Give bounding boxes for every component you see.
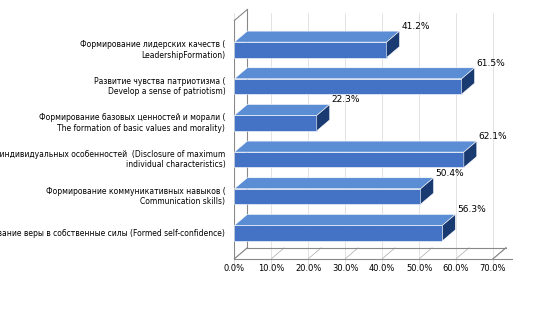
Polygon shape — [234, 42, 387, 58]
Polygon shape — [234, 215, 455, 225]
Polygon shape — [234, 104, 330, 115]
Polygon shape — [461, 68, 474, 94]
Polygon shape — [234, 79, 461, 94]
Text: 30.0%: 30.0% — [332, 264, 358, 273]
Polygon shape — [442, 215, 455, 241]
Polygon shape — [464, 141, 477, 167]
Text: 50.0%: 50.0% — [406, 264, 432, 273]
Text: 70.0%: 70.0% — [480, 264, 506, 273]
Text: 56.3%: 56.3% — [457, 205, 486, 215]
Text: 22.3%: 22.3% — [331, 95, 360, 104]
Polygon shape — [234, 31, 400, 42]
Polygon shape — [234, 115, 317, 131]
Polygon shape — [387, 31, 400, 58]
Text: 61.5%: 61.5% — [477, 59, 505, 68]
Text: 41.2%: 41.2% — [401, 22, 430, 31]
Text: 40.0%: 40.0% — [369, 264, 396, 273]
Polygon shape — [234, 178, 434, 189]
Text: 20.0%: 20.0% — [295, 264, 321, 273]
Polygon shape — [234, 68, 474, 79]
Polygon shape — [421, 178, 434, 204]
Polygon shape — [234, 152, 464, 167]
Polygon shape — [317, 104, 330, 131]
Text: 0.0%: 0.0% — [224, 264, 245, 273]
Polygon shape — [234, 189, 421, 204]
Text: 62.1%: 62.1% — [479, 132, 507, 141]
Text: 60.0%: 60.0% — [443, 264, 469, 273]
Polygon shape — [234, 141, 477, 152]
Text: 50.4%: 50.4% — [435, 169, 464, 178]
Text: 10.0%: 10.0% — [258, 264, 285, 273]
Polygon shape — [234, 225, 442, 241]
